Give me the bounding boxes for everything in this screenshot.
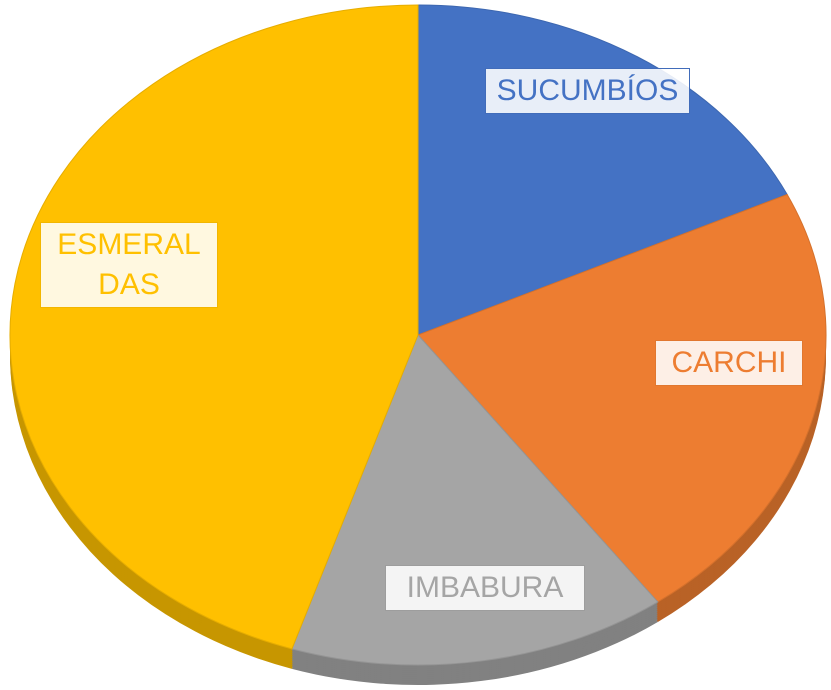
slice (417, 193, 827, 603)
slice-label: IMBABURA (385, 565, 585, 611)
slice-label: SUCUMBÍOS (485, 68, 690, 114)
slice-label: ESMERALDAS (40, 222, 218, 308)
slice-label: CARCHI (655, 340, 803, 386)
slice (9, 4, 419, 650)
